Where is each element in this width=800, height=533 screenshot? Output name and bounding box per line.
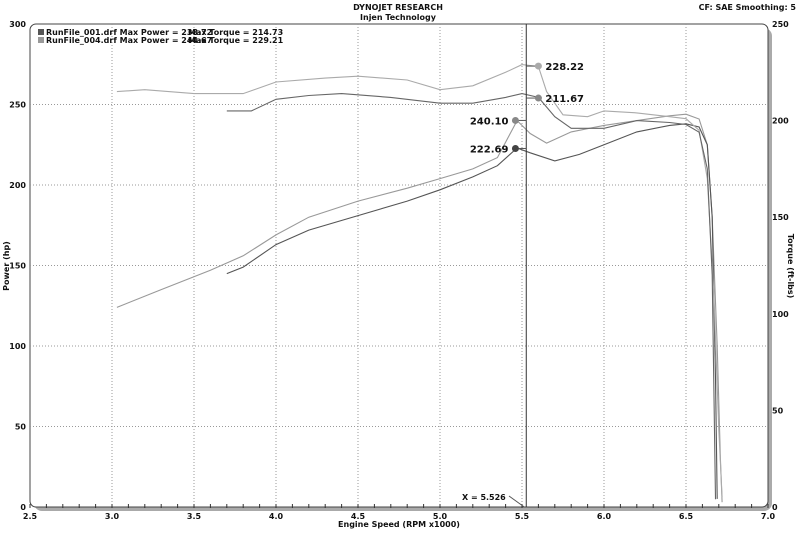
y2-tick-label: 0 [772,503,778,512]
y2-tick-label: 100 [772,310,789,319]
y2-tick-label: 200 [772,117,789,126]
series-line-2 [226,123,718,499]
x-tick-label: 7.0 [761,512,776,521]
y-axis-label: Power (hp) [2,241,11,291]
y-tick-label: 250 [9,101,26,110]
legend-entry-2: RunFile_004.drf Max Power = 244.67 [46,36,212,45]
chart-title: DYNOJET RESEARCH [353,3,443,12]
y-tick-label: 150 [9,262,26,271]
marker-dot [534,62,542,70]
y2-tick-label: 50 [772,406,784,415]
marker-label: 240.10 [470,116,509,127]
x-tick-label: 3.5 [187,512,202,521]
marker-label: 222.69 [470,144,509,155]
y-tick-label: 100 [9,342,26,351]
marker-label: 211.67 [545,94,584,105]
marker-dot [511,144,519,152]
y-tick-label: 50 [15,423,27,432]
legend: RunFile_001.drf Max Power = 238.72 Max T… [38,28,284,45]
x-axis-label: Engine Speed (RPM x1000) [338,520,460,529]
x-tick-label: 5.0 [433,512,448,521]
x-tick-label: 5.5 [515,512,530,521]
x-tick-label: 3.0 [105,512,120,521]
legend-torque-2: Max Torque = 229.21 [188,36,284,45]
chart-subtitle: Injen Technology [360,13,437,22]
y-tick-label: 0 [20,503,26,512]
marker-dot [511,116,519,124]
x-tick-label: 4.0 [269,512,284,521]
legend-swatch-2 [38,37,44,43]
y-tick-label: 300 [9,20,26,29]
x-tick-label: 4.5 [351,512,366,521]
legend-torque-1: Max Torque = 214.73 [188,28,283,37]
header-right: CF: SAE Smoothing: 5 [699,3,797,12]
legend-entry-1: RunFile_001.drf Max Power = 238.72 [46,28,212,37]
y2-tick-label: 150 [772,213,789,222]
x-tick-label: 2.5 [23,512,38,521]
cursor-leader [508,495,525,508]
marker-dot [534,94,542,102]
legend-swatch-1 [38,29,44,35]
marker-label: 228.22 [545,62,584,73]
x-tick-label: 6.0 [597,512,612,521]
y2-tick-label: 250 [772,20,789,29]
y-tick-label: 200 [9,181,26,190]
x-tick-label: 6.5 [679,512,694,521]
y2-axis-label: Torque (ft-lbs) [786,234,795,299]
cursor-label: X = 5.526 [462,493,506,502]
